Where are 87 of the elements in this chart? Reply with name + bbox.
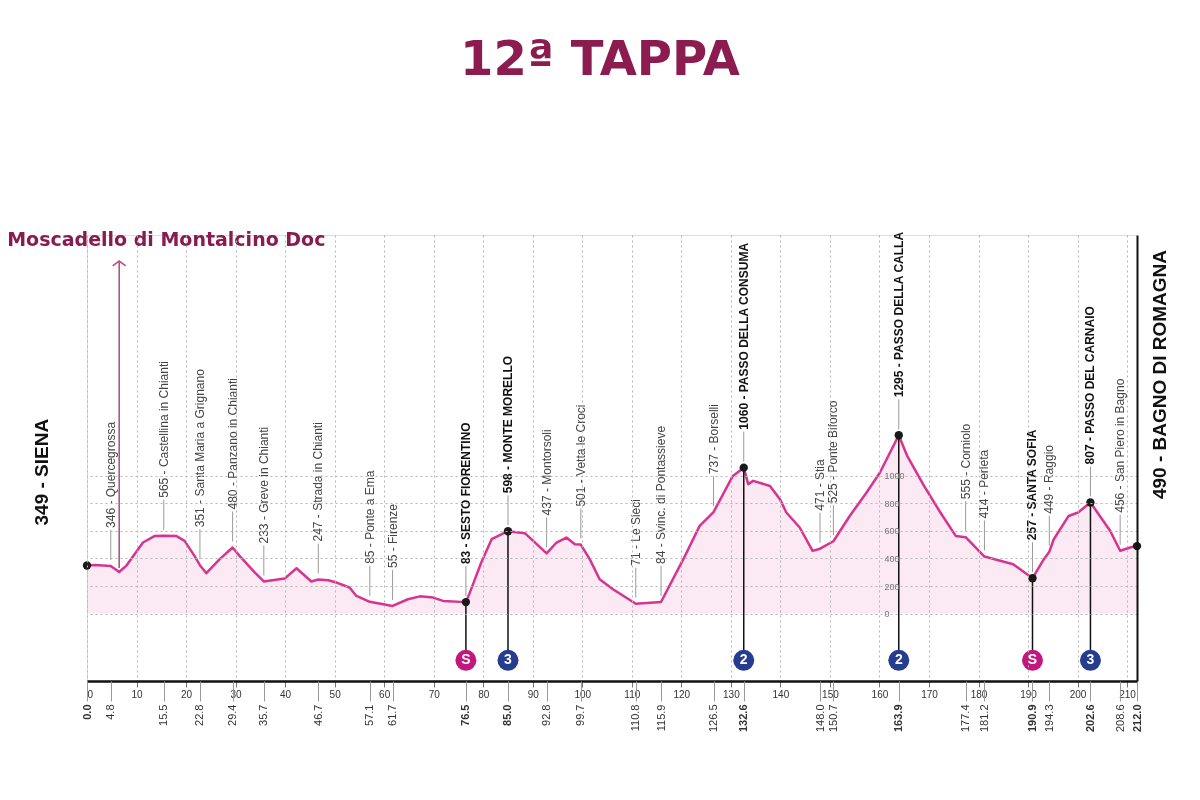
- x-tick-label: 130: [723, 688, 741, 700]
- annotation: 414 - Perleta: [977, 449, 992, 519]
- annotation: 737 - Borselli: [706, 404, 721, 475]
- annotation: 2: [894, 651, 903, 668]
- annotation: 346 - Quercegrossa: [103, 421, 118, 528]
- annotation: 3: [504, 651, 513, 668]
- point: [1028, 574, 1037, 583]
- point: [461, 597, 471, 607]
- annotation: 598 - MONTE MORELLO: [500, 355, 515, 494]
- point: [82, 561, 92, 570]
- annotation: 351 - Santa Maria a Grignano: [192, 368, 207, 528]
- x2-tick-label: 22.8: [193, 704, 206, 726]
- annotation: 807 - PASSO DEL CARNAIO: [1083, 306, 1098, 465]
- annotation: 84 - Svinc. di Pontassieve: [654, 425, 669, 564]
- x-tick-label: 40: [280, 688, 292, 700]
- x-tick-label: 20: [180, 688, 193, 700]
- x2-tick-label: 4.8: [104, 704, 117, 720]
- point: [739, 463, 748, 472]
- x-tick-label: 110: [624, 688, 641, 700]
- annotation: 437 - Montorsoli: [539, 429, 554, 516]
- x-tick-label: 60: [379, 688, 391, 700]
- annotation: 233 - Greve in Chianti: [256, 426, 271, 544]
- annotation: 449 - Raggio: [1042, 444, 1057, 514]
- x2-tick-label: 15.5: [157, 704, 170, 726]
- annotation: 55 - Firenze: [385, 503, 400, 568]
- x2-tick-label: 61.7: [386, 704, 399, 726]
- annotation: 85 - Ponte a Ema: [362, 470, 377, 564]
- x2-tick-label: 190.9: [1026, 704, 1038, 733]
- x2-tick-label: 132.6: [737, 704, 750, 733]
- x-tick-label: 0: [87, 688, 94, 700]
- x-tick-label: 200: [1069, 688, 1087, 700]
- x2-tick-label: 181.2: [977, 704, 990, 733]
- point: [1086, 498, 1095, 507]
- x-tick-label: 150: [822, 688, 840, 700]
- x2-tick-label: 35.7: [257, 704, 270, 726]
- x2-tick-label: 115.9: [654, 704, 667, 732]
- x2-tick-label: 148.0: [813, 704, 826, 733]
- x2-tick-label: 57.1: [363, 704, 376, 726]
- annotation: Moscadello di Montalcino Doc: [7, 228, 326, 250]
- annotation: 471 - Stia: [813, 459, 828, 511]
- x-tick-label: 120: [673, 688, 691, 700]
- x2-tick-label: 202.6: [1083, 704, 1096, 733]
- annotation: 456 - San Piero in Bagno: [1113, 378, 1128, 513]
- annotation: 3: [1086, 651, 1095, 668]
- annotation: 247 - Strada in Chianti: [311, 422, 326, 542]
- y-tick-label: 0: [884, 609, 890, 620]
- point: [894, 431, 903, 440]
- x-tick-label: 140: [772, 688, 790, 700]
- x-tick-label: 90: [527, 688, 540, 700]
- x2-tick-label: 99.7: [574, 704, 587, 726]
- x2-tick-label: 126.5: [707, 704, 720, 733]
- chart-title: 12ª TAPPA: [460, 30, 740, 86]
- annotation: 71 - Le Sieci: [628, 499, 643, 566]
- annotation: 1295 - PASSO DELLA CALLA: [891, 231, 906, 398]
- x2-tick-label: 163.9: [892, 704, 905, 733]
- x2-tick-label: 85.0: [501, 704, 514, 726]
- x2-tick-label: 194.3: [1042, 704, 1055, 733]
- annotation: 480 - Panzano in Chianti: [225, 378, 240, 510]
- annotation: S: [1027, 651, 1038, 668]
- x-tick-label: 180: [970, 688, 988, 700]
- annotation: 2: [739, 651, 748, 668]
- annotation: 501 - Vetta le Croci: [573, 404, 588, 507]
- x2-tick-label: 150.7: [826, 704, 839, 733]
- annotation: 565 - Castellina in Chianti: [156, 361, 171, 498]
- x2-tick-label: 29.4: [226, 704, 239, 726]
- x2-tick-label: 177.4: [959, 704, 972, 733]
- x2-tick-label: 46.7: [311, 704, 324, 726]
- x2-tick-label: 92.8: [540, 704, 553, 726]
- x2-tick-label: 208.6: [1113, 704, 1126, 733]
- x-tick-label: 10: [131, 688, 144, 700]
- annotation: S: [461, 651, 471, 668]
- x-tick-label: 70: [428, 688, 441, 700]
- annotation: 490 - BAGNO DI ROMAGNA: [1149, 249, 1170, 500]
- x-tick-label: 80: [478, 688, 490, 700]
- x-tick-label: 170: [921, 688, 939, 700]
- annotation: 349 - SIENA: [31, 418, 52, 526]
- annotation: 83 - SESTO FIORENTINO: [458, 422, 473, 565]
- x2-tick-label: 0.0: [80, 704, 93, 720]
- x2-tick-label: 110.8: [629, 704, 642, 732]
- x2-tick-label: 212.0: [1130, 704, 1143, 733]
- x2-tick-label: 76.5: [459, 704, 472, 726]
- annotation: 555 - Corniolo: [958, 423, 973, 500]
- x-tick-label: 160: [871, 688, 889, 700]
- annotation: 1060 - PASSO DELLA CONSUMA: [736, 242, 751, 430]
- annotation: 525 - Ponte Biforco: [826, 400, 841, 504]
- point: [503, 527, 513, 536]
- x-tick-label: 50: [329, 688, 342, 700]
